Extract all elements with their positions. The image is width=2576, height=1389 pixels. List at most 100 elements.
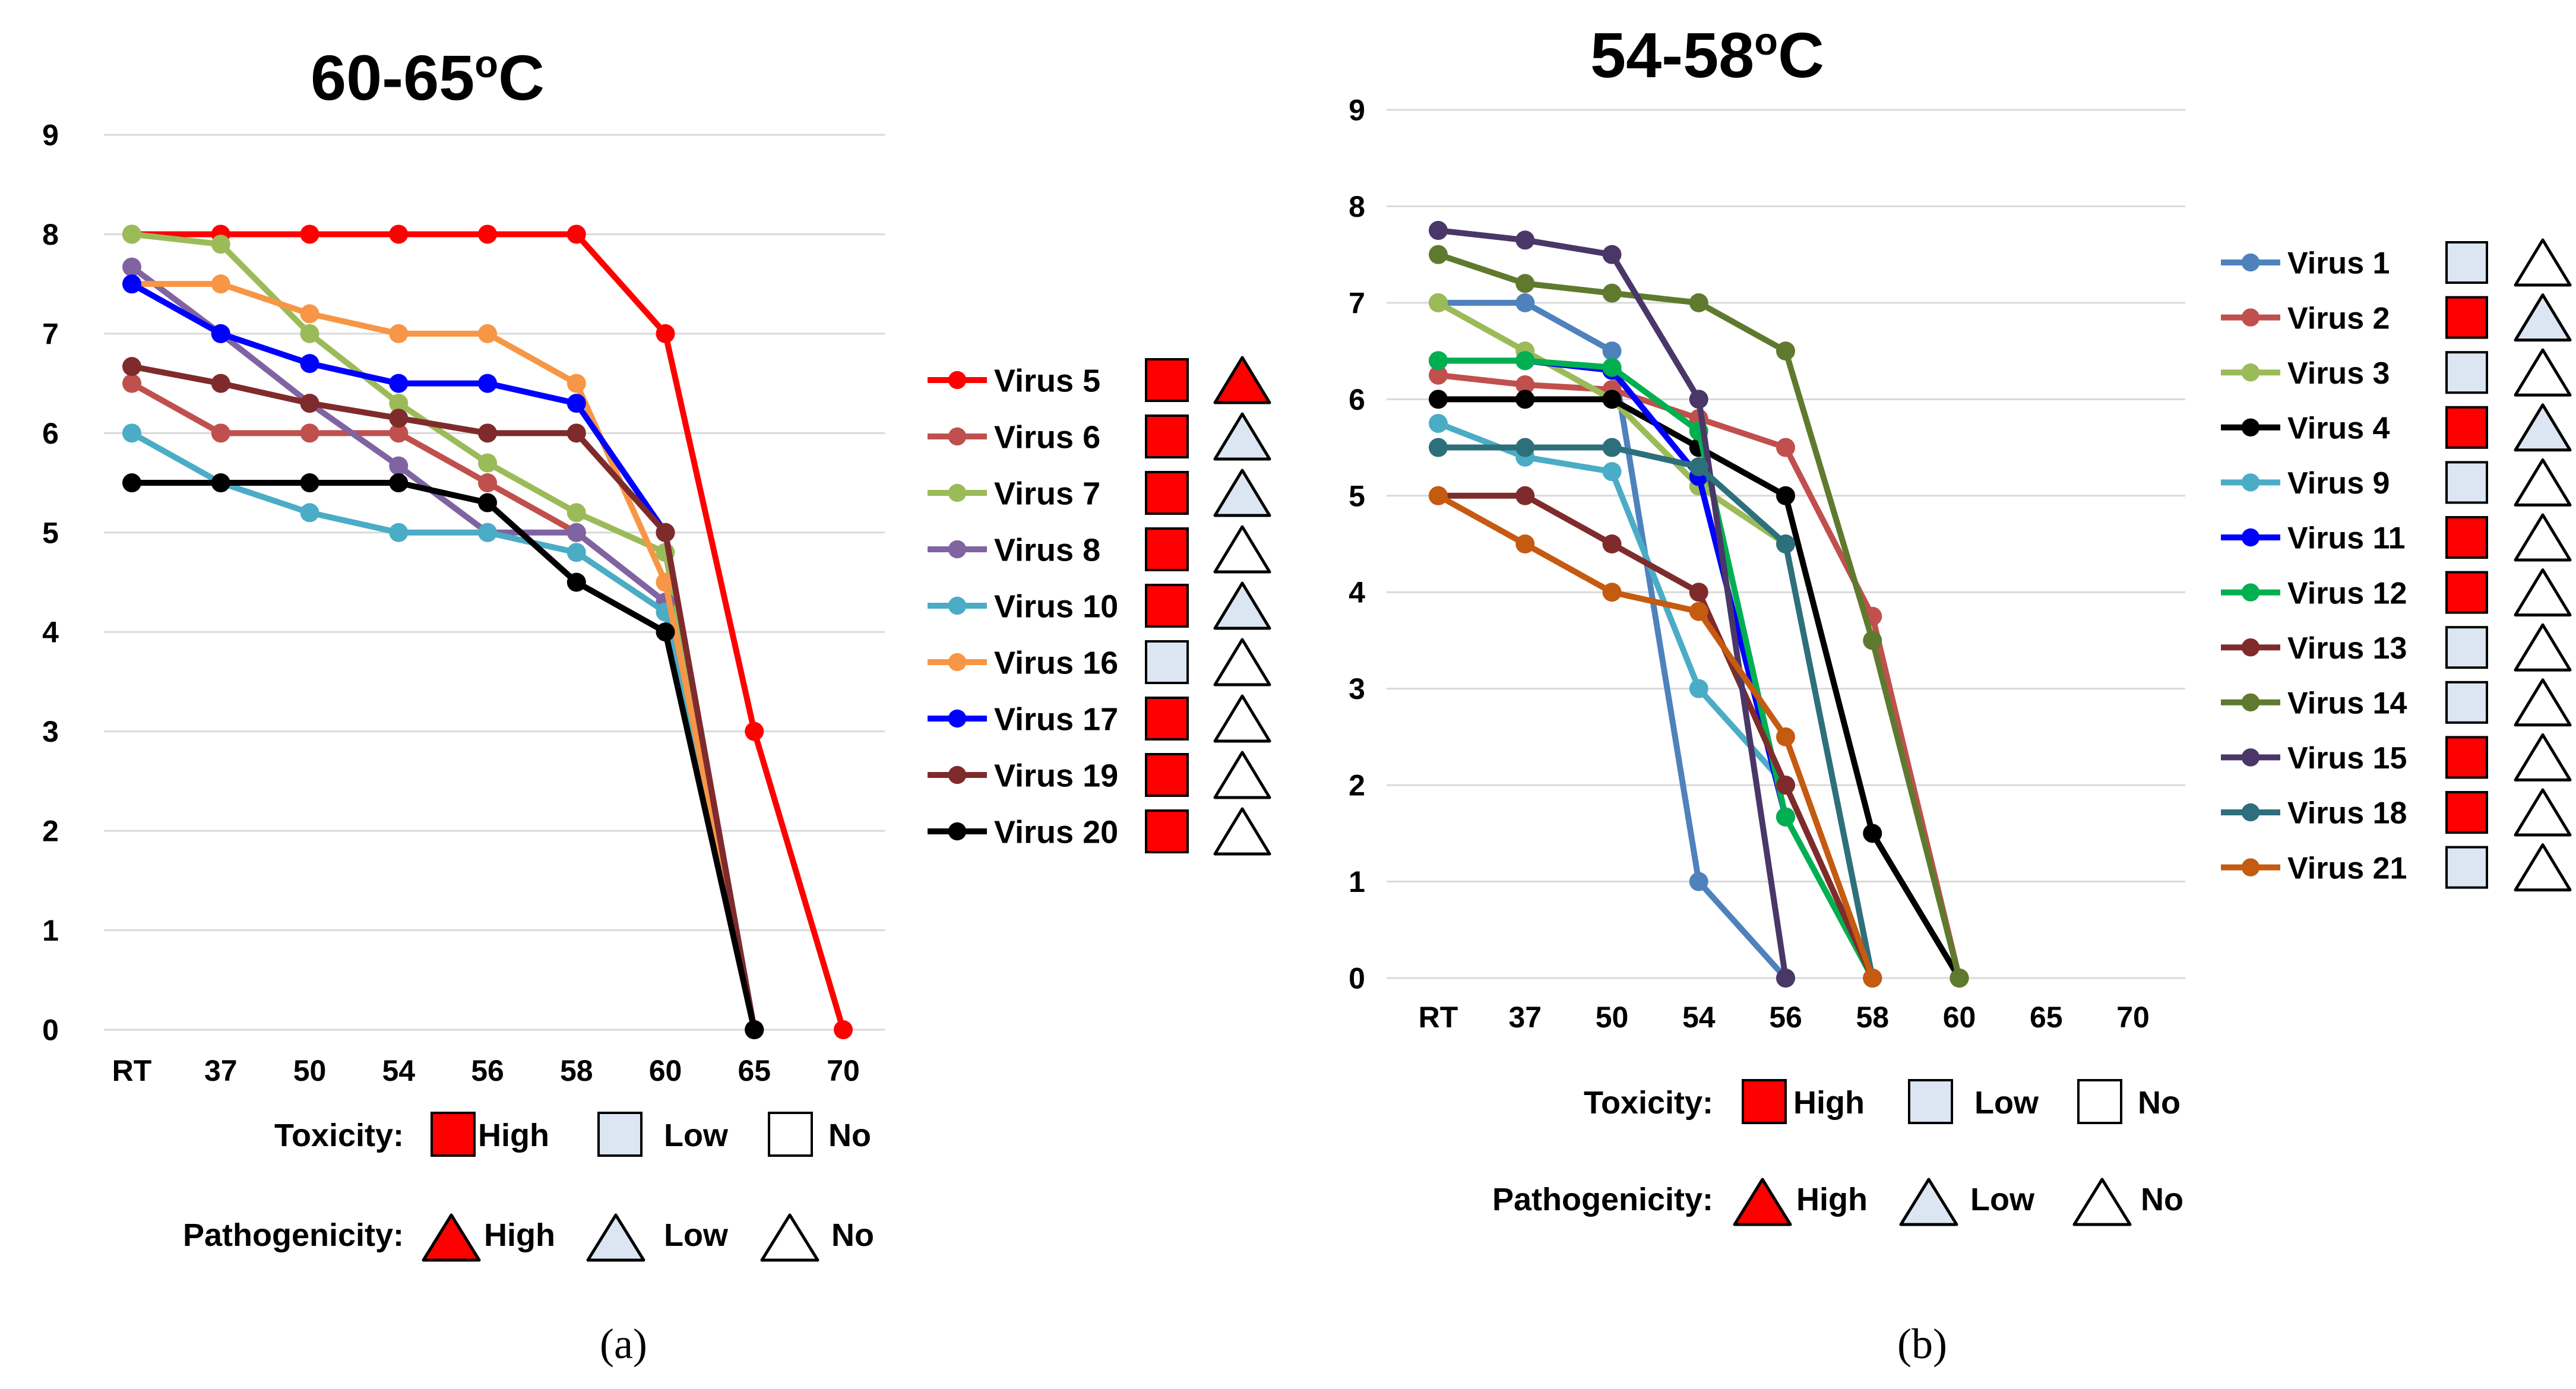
panel-b-point-virus-9-rt <box>1429 413 1448 433</box>
panel-b-point-virus-12-56 <box>1776 807 1795 827</box>
panel-b-point-virus-2-37 <box>1515 375 1535 394</box>
panel-b-x-tick-60: 60 <box>1943 1001 1976 1034</box>
panel-b-chart-title: 54-58oC <box>1590 19 1824 91</box>
panel-b-legend-pathogenicity-virus-14 <box>2514 678 2572 727</box>
panel-b-toxicity-key-no-swatch <box>2077 1079 2122 1124</box>
panel-a-point-virus-17-54 <box>389 374 409 393</box>
panel-b-y-tick-0: 0 <box>1349 962 1365 995</box>
panel-a-legend-marker-virus-19 <box>948 765 967 784</box>
panel-a-pathogenicity-key-no-label: No <box>831 1217 874 1253</box>
panel-a-point-virus-19-50 <box>300 394 319 413</box>
panel-b-legend-pathogenicity-virus-21 <box>2514 843 2572 892</box>
panel-b-y-tick-7: 7 <box>1349 286 1365 319</box>
panel-a-point-virus-16-50 <box>300 304 319 324</box>
panel-a-point-virus-20-56 <box>478 493 497 512</box>
panel-b-legend-virus-18: Virus 18 <box>2221 788 2572 837</box>
panel-b-point-virus-15-37 <box>1515 230 1535 250</box>
panel-b-point-virus-1-50 <box>1602 341 1622 361</box>
panel-a-legend-virus-17: Virus 17 <box>928 694 1271 743</box>
panel-a-point-virus-10-54 <box>389 523 409 542</box>
panel-a-point-virus-7-56 <box>478 453 497 473</box>
panel-b-pathogenicity-key-label: Pathogenicity: <box>1492 1182 1713 1217</box>
panel-a-pathogenicity-key-low-triangle <box>586 1213 645 1262</box>
panel-b-toxicity-key-low-label: Low <box>1974 1085 2039 1121</box>
panel-a-point-virus-10-50 <box>300 503 319 523</box>
panel-b-x-tick-37: 37 <box>1508 1001 1542 1034</box>
panel-a-legend-pathogenicity-virus-16 <box>1213 638 1271 686</box>
panel-a-legend-label-virus-17: Virus 17 <box>994 701 1118 737</box>
panel-b-legend-virus-14: Virus 14 <box>2221 678 2572 727</box>
panel-a-point-virus-6-54 <box>389 423 409 443</box>
panel-a-point-virus-16-37 <box>211 274 230 294</box>
panel-b-legend-toxicity-virus-12 <box>2445 571 2488 614</box>
panel-a-point-virus-8-58 <box>567 523 586 542</box>
panel-b-legend-label-virus-18: Virus 18 <box>2287 796 2407 831</box>
panel-a-point-virus-19-60 <box>656 523 675 542</box>
panel-a-legend-virus-16: Virus 16 <box>928 638 1271 686</box>
panel-b-point-virus-21-rt <box>1429 486 1448 505</box>
panel-a-point-virus-6-37 <box>211 423 230 443</box>
panel-b-point-virus-18-50 <box>1602 438 1622 457</box>
panel-a-pathogenicity-key-low-label: Low <box>664 1217 729 1253</box>
panel-a-point-virus-19-rt <box>122 357 141 376</box>
panel-b-line-virus-12 <box>1435 357 1876 981</box>
panel-b-legend-pathogenicity-virus-9 <box>2514 458 2572 507</box>
panel-b-point-virus-14-rt <box>1429 245 1448 264</box>
panel-a-point-virus-7-50 <box>300 324 319 343</box>
panel-b-legend-label-virus-2: Virus 2 <box>2287 301 2390 336</box>
panel-a-x-tick-37: 37 <box>204 1054 238 1087</box>
panel-a-legend-toxicity-virus-5 <box>1145 358 1189 402</box>
panel-a-point-virus-19-56 <box>478 423 497 443</box>
panel-a-toxicity-key: Toxicity: High Low No <box>274 1112 871 1157</box>
panel-b-x-tick-50: 50 <box>1596 1001 1629 1034</box>
panel-a-line-virus-16 <box>129 281 758 1033</box>
panel-b-point-virus-13-50 <box>1602 534 1622 553</box>
panel-a-legend-label-virus-7: Virus 7 <box>994 476 1100 511</box>
panel-b-pathogenicity-key-no-label: No <box>2141 1182 2183 1217</box>
panel-b-series-virus-21 <box>1429 486 1882 988</box>
panel-a-legend-toxicity-virus-20 <box>1145 809 1189 853</box>
panel-b-x-tick-rt: RT <box>1419 1001 1458 1034</box>
panel-b-point-virus-1-37 <box>1515 293 1535 312</box>
panel-a-point-virus-5-58 <box>567 224 586 244</box>
panel-b-legend-pathogenicity-virus-12 <box>2514 568 2572 617</box>
panel-a-point-virus-20-65 <box>745 1020 764 1039</box>
panel-a-toxicity-key-high-swatch <box>431 1112 476 1157</box>
panel-b-legend-pathogenicity-virus-15 <box>2514 733 2572 781</box>
panel-b-legend-pathogenicity-virus-13 <box>2514 623 2572 672</box>
panel-b-point-virus-2-rt <box>1429 365 1448 385</box>
panel-b-point-virus-4-58 <box>1863 824 1882 843</box>
panel-b-series-virus-13 <box>1429 486 1882 988</box>
panel-b-legend-label-virus-15: Virus 15 <box>2287 741 2407 776</box>
panel-b-legend-toxicity-virus-21 <box>2445 846 2488 889</box>
panel-a-legend-toxicity-virus-17 <box>1145 697 1189 741</box>
panel-a-y-tick-6: 6 <box>42 417 59 450</box>
panel-a-pathogenicity-key-label: Pathogenicity: <box>183 1217 404 1253</box>
panel-a-x-tick-50: 50 <box>293 1054 327 1087</box>
panel-a-x-tick-54: 54 <box>382 1054 415 1087</box>
panel-a-legend-label-virus-6: Virus 6 <box>994 419 1100 455</box>
panel-a-legend-marker-virus-5 <box>948 371 967 390</box>
panel-a-point-virus-10-rt <box>122 423 141 443</box>
panel-b-legend-virus-4: Virus 4 <box>2221 403 2572 452</box>
panel-a-legend-toxicity-virus-8 <box>1145 527 1189 571</box>
panel-a-legend-toxicity-virus-16 <box>1145 640 1189 684</box>
panel-a-point-virus-6-50 <box>300 423 319 443</box>
panel-a-x-tick-56: 56 <box>471 1054 504 1087</box>
panel-a-legend-toxicity-virus-7 <box>1145 471 1189 515</box>
panel-b-legend-marker-virus-1 <box>2241 253 2260 272</box>
panel-a-point-virus-20-60 <box>656 622 675 642</box>
panel-a-series-virus-20 <box>122 473 764 1039</box>
panel-a-point-virus-20-37 <box>211 473 230 493</box>
panel-a-point-virus-19-54 <box>389 409 409 428</box>
panel-b-pathogenicity-key-high-label: High <box>1796 1182 1868 1217</box>
panel-a-legend-label-virus-16: Virus 16 <box>994 645 1118 681</box>
panel-a-x-tick-60: 60 <box>649 1054 682 1087</box>
panel-b-legend-virus-2: Virus 2 <box>2221 293 2572 342</box>
panel-b-x-tick-54: 54 <box>1682 1001 1716 1034</box>
panel-b-point-virus-12-50 <box>1602 357 1622 377</box>
panel-b-legend-label-virus-21: Virus 21 <box>2287 851 2407 885</box>
panel-a-y-tick-2: 2 <box>42 815 59 848</box>
panel-a-y-tick-5: 5 <box>42 516 59 549</box>
panel-b-point-virus-4-rt <box>1429 390 1448 409</box>
